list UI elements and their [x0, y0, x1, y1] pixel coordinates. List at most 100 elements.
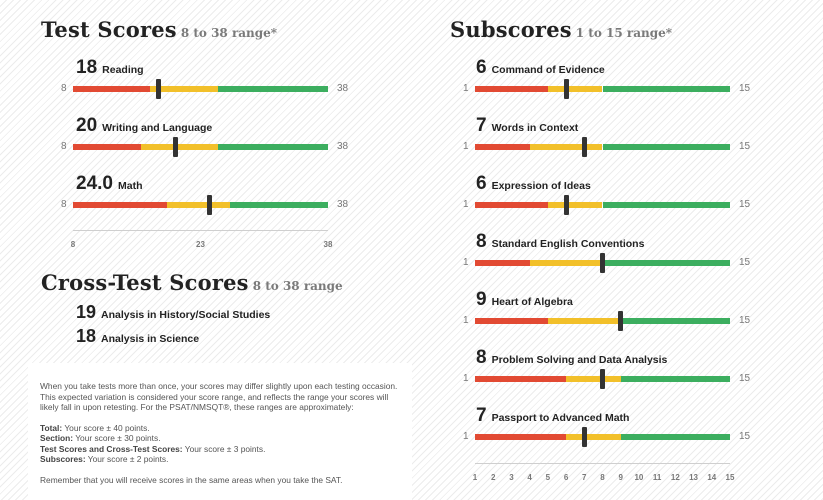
subscores-heading: Subscores 1 to 15 range*	[450, 17, 672, 42]
score-value: 7	[476, 405, 487, 426]
note-intro: When you take tests more than once, your…	[40, 381, 398, 412]
score-label: Math	[117, 180, 143, 192]
bar-segment-yellow	[547, 86, 603, 92]
score-value: 20	[76, 115, 98, 136]
score-title: 20 Writing and Language	[76, 115, 212, 137]
score-range-bar	[475, 427, 730, 447]
score-marker	[618, 311, 624, 331]
score-label: Command of Evidence	[491, 64, 605, 76]
score-marker	[600, 369, 605, 389]
score-marker	[581, 427, 587, 447]
bar-min-label: 8	[61, 83, 67, 94]
score-title: 7 Passport to Advanced Math	[476, 405, 629, 427]
score-value: 24.0	[76, 173, 113, 194]
bar-segment-green	[217, 144, 328, 150]
bar-max-label: 15	[739, 83, 751, 94]
note-outro: Remember that you will receive scores in…	[40, 474, 343, 485]
bar-max-label: 38	[337, 199, 349, 210]
cross-test-range: 8 to 38 range	[252, 279, 343, 293]
score-value: 9	[476, 289, 487, 310]
bar-segment-yellow	[141, 144, 218, 150]
bar-min-label: 1	[463, 431, 469, 442]
bar-min-label: 1	[463, 83, 469, 94]
score-title: 18 Reading	[76, 57, 144, 79]
score-range-bar	[475, 79, 730, 99]
cross-test-label: Analysis in History/Social Studies	[101, 309, 271, 321]
bar-segment-red	[73, 144, 141, 150]
bar-segment-red	[475, 376, 567, 382]
cross-test-scores-heading: Cross-Test Scores 8 to 38 range	[41, 270, 343, 295]
bar-segment-red	[73, 86, 150, 92]
score-range-bar	[73, 195, 328, 215]
score-marker	[155, 79, 161, 99]
axis-tick-label: 8	[600, 473, 605, 482]
bar-segment-yellow	[566, 376, 621, 382]
test-scores-range: 8 to 38 range*	[180, 26, 278, 40]
bar-segment-green	[602, 86, 730, 92]
axis-tick-label: 23	[196, 240, 205, 249]
bar-max-label: 15	[739, 257, 751, 268]
axis-tick-label: 11	[652, 473, 662, 482]
score-label: Heart of Algebra	[491, 296, 573, 308]
axis-tick-label: 38	[323, 240, 333, 249]
bar-min-label: 1	[463, 257, 469, 268]
bar-segment-green	[620, 434, 730, 440]
axis-tick-label: 1	[472, 473, 478, 482]
score-title: 24.0 Math	[76, 173, 142, 195]
score-range-bar	[475, 311, 730, 331]
bar-min-label: 1	[463, 315, 469, 326]
score-range-bar	[73, 137, 328, 157]
score-title: 6 Expression of Ideas	[476, 173, 591, 195]
axis-tick-label: 8	[70, 240, 76, 249]
axis-tick-label: 3	[509, 473, 514, 482]
score-range-bar	[73, 79, 328, 99]
bar-segment-green	[620, 376, 730, 382]
axis-tick-label: 2	[490, 473, 496, 482]
bar-segment-yellow	[547, 202, 603, 208]
score-marker	[206, 195, 212, 215]
bar-segment-green	[230, 202, 328, 208]
axis-line	[73, 230, 328, 231]
score-range-bar	[475, 137, 730, 157]
bar-max-label: 15	[739, 431, 751, 442]
cross-test-score: 18	[76, 326, 97, 346]
axis-tick-label: 12	[670, 473, 680, 482]
axis-tick-label: 13	[689, 473, 699, 482]
cross-test-row: 18 Analysis in Science	[76, 326, 199, 347]
score-marker	[581, 137, 587, 157]
axis-tick-label: 9	[618, 473, 623, 482]
cross-test-title: Cross-Test Scores	[41, 270, 249, 295]
note-range-test: Test Scores and Cross-Test Scores: Your …	[40, 443, 266, 454]
bar-segment-red	[475, 86, 548, 92]
bar-segment-yellow	[529, 144, 603, 150]
score-title: 9 Heart of Algebra	[476, 289, 573, 311]
bar-min-label: 8	[61, 199, 67, 210]
cross-test-label: Analysis in Science	[101, 333, 200, 345]
bar-segment-green	[217, 86, 328, 92]
score-value: 8	[476, 347, 487, 368]
axis-tick-label: 6	[563, 473, 569, 482]
bar-segment-yellow	[529, 260, 603, 266]
axis-tick-label: 7	[582, 473, 587, 482]
bar-max-label: 15	[739, 141, 751, 152]
score-label: Expression of Ideas	[491, 180, 591, 192]
score-label: Words in Context	[491, 122, 579, 134]
score-title: 8 Problem Solving and Data Analysis	[476, 347, 667, 369]
bar-segment-yellow	[547, 318, 621, 324]
score-label: Writing and Language	[102, 122, 213, 134]
bar-min-label: 8	[61, 141, 67, 152]
bar-max-label: 15	[739, 199, 751, 210]
subscores-range: 1 to 15 range*	[575, 26, 673, 40]
bar-segment-red	[475, 260, 530, 266]
bar-segment-green	[602, 260, 730, 266]
bar-segment-red	[73, 202, 167, 208]
bar-segment-red	[475, 434, 567, 440]
bar-max-label: 38	[337, 141, 349, 152]
score-marker	[563, 195, 569, 215]
score-label: Passport to Advanced Math	[491, 412, 630, 424]
score-range-bar	[475, 369, 730, 389]
bar-min-label: 1	[463, 373, 469, 384]
subscores-title: Subscores	[450, 17, 572, 42]
bar-segment-red	[475, 318, 548, 324]
bar-max-label: 15	[739, 315, 751, 326]
